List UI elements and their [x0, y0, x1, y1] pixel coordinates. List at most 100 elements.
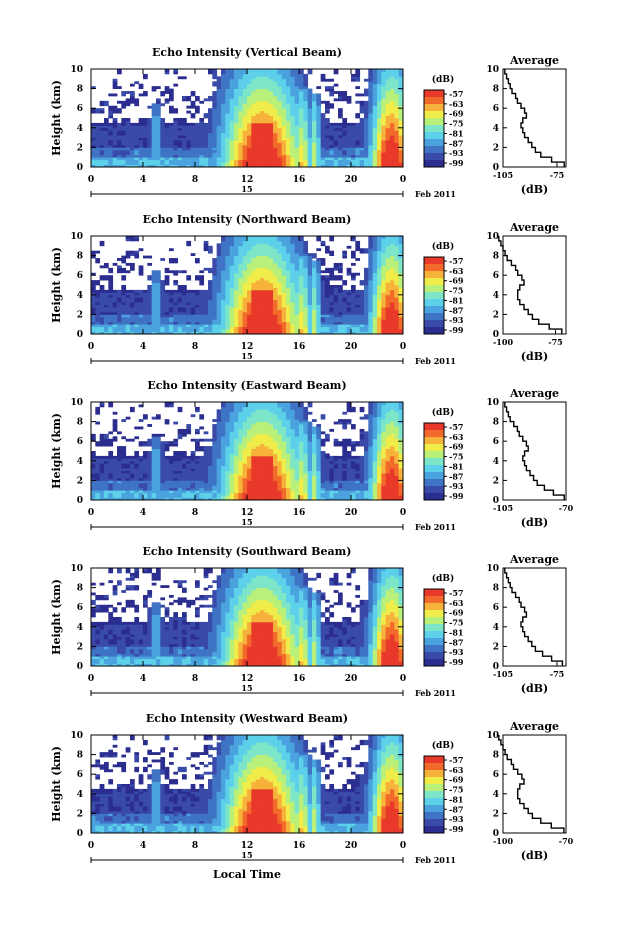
- heatmap-cell: [91, 282, 96, 286]
- heatmap-cell: [251, 103, 257, 107]
- heatmap-cell: [251, 297, 257, 301]
- heatmap-cell: [260, 103, 265, 107]
- heatmap-cell: [242, 91, 248, 94]
- heatmap-cell: [355, 164, 361, 168]
- heatmap-cell: [225, 331, 231, 335]
- heatmap-cell: [177, 144, 183, 148]
- heatmap-cell: [281, 280, 287, 283]
- heatmap-cell: [112, 495, 118, 498]
- heatmap-cell: [238, 93, 244, 97]
- heatmap-cell: [290, 250, 296, 254]
- heatmap-cell: [385, 71, 391, 75]
- heatmap-cell: [381, 147, 387, 151]
- heatmap-cell: [299, 162, 304, 165]
- heatmap-cell: [225, 275, 231, 279]
- heatmap-cell: [303, 125, 309, 129]
- heatmap-cell: [325, 140, 330, 143]
- heatmap-cell: [225, 287, 231, 291]
- heatmap-cell: [195, 144, 200, 148]
- heatmap-cell: [203, 267, 209, 271]
- heatmap-cell: [320, 285, 326, 288]
- heatmap-cell: [277, 69, 283, 72]
- heatmap-cell: [242, 105, 248, 109]
- heatmap-cell: [273, 157, 278, 161]
- heatmap-cell: [351, 73, 356, 77]
- heatmap-cell: [286, 248, 291, 252]
- heatmap-cell: [199, 275, 205, 279]
- heatmap-cell: [117, 135, 122, 138]
- heatmap-cell: [355, 289, 361, 293]
- heatmap-cell: [333, 137, 339, 141]
- heatmap-cell: [164, 100, 170, 104]
- heatmap-cell: [277, 255, 283, 259]
- heatmap-cell: [151, 122, 157, 126]
- heatmap-cell: [221, 95, 226, 99]
- heatmap-cell: [290, 307, 296, 310]
- heatmap-cell: [255, 253, 261, 256]
- heatmap-cell: [182, 149, 187, 153]
- heatmap-cell: [346, 149, 352, 153]
- heatmap-cell: [320, 240, 326, 244]
- heatmap-cell: [325, 307, 330, 310]
- heatmap-cell: [190, 105, 196, 109]
- heatmap-cell: [221, 157, 226, 161]
- heatmap-cell: [390, 253, 395, 256]
- heatmap-cell: [95, 127, 101, 131]
- heatmap-cell: [216, 120, 222, 124]
- heatmap-cell: [216, 93, 222, 97]
- heatmap-cell: [138, 164, 144, 168]
- heatmap-cell: [286, 135, 291, 138]
- day-label: 15: [241, 184, 252, 194]
- heatmap-cell: [234, 73, 239, 77]
- heatmap-cell: [394, 144, 400, 148]
- heatmap-cell: [173, 135, 179, 138]
- date-label: Feb 2011: [415, 189, 456, 199]
- heatmap-cell: [99, 324, 105, 328]
- heatmap-cell: [91, 436, 96, 440]
- heatmap-cell: [264, 132, 270, 136]
- heatmap-cell: [273, 154, 278, 158]
- heatmap-cell: [351, 304, 356, 308]
- heatmap-cell: [299, 329, 304, 332]
- heatmap-cell: [342, 127, 348, 131]
- heatmap-cell: [216, 100, 222, 104]
- heatmap-cell: [281, 115, 287, 119]
- heatmap-cell: [381, 164, 387, 168]
- heatmap-cell: [273, 245, 278, 249]
- heatmap-cell: [299, 304, 304, 308]
- heatmap-cell: [316, 289, 322, 293]
- heatmap-cell: [147, 125, 153, 129]
- heatmap-cell: [121, 468, 127, 471]
- heatmap-cell: [169, 326, 174, 330]
- heatmap-cell: [177, 127, 183, 131]
- heatmap-cell: [212, 157, 218, 161]
- heatmap-cell: [377, 135, 382, 138]
- heatmap-cell: [290, 105, 296, 109]
- heatmap-cell: [160, 292, 166, 296]
- heatmap-cell: [368, 326, 374, 330]
- heatmap-cell: [117, 265, 122, 269]
- heatmap-cell: [381, 110, 387, 114]
- heatmap-cell: [281, 83, 287, 87]
- heatmap-cell: [299, 275, 304, 279]
- heatmap-cell: [260, 250, 265, 254]
- heatmap-cell: [242, 137, 248, 141]
- heatmap-cell: [273, 69, 278, 72]
- heatmap-cell: [177, 147, 183, 151]
- heatmap-cell: [143, 304, 148, 308]
- heatmap-cell: [290, 275, 296, 279]
- heatmap-cell: [381, 299, 387, 303]
- heatmap-cell: [251, 157, 257, 161]
- heatmap-cell: [390, 287, 395, 291]
- heatmap-cell: [104, 297, 109, 301]
- heatmap-cell: [251, 100, 257, 104]
- heatmap-cell: [316, 159, 322, 163]
- heatmap-cell: [91, 110, 96, 114]
- heatmap-cell: [394, 304, 400, 308]
- heatmap-cell: [229, 162, 235, 165]
- heatmap-cell: [355, 86, 361, 89]
- heatmap-cell: [247, 277, 252, 281]
- heatmap-cell: [329, 307, 335, 310]
- heatmap-cell: [242, 270, 248, 274]
- heatmap-cell: [134, 307, 140, 310]
